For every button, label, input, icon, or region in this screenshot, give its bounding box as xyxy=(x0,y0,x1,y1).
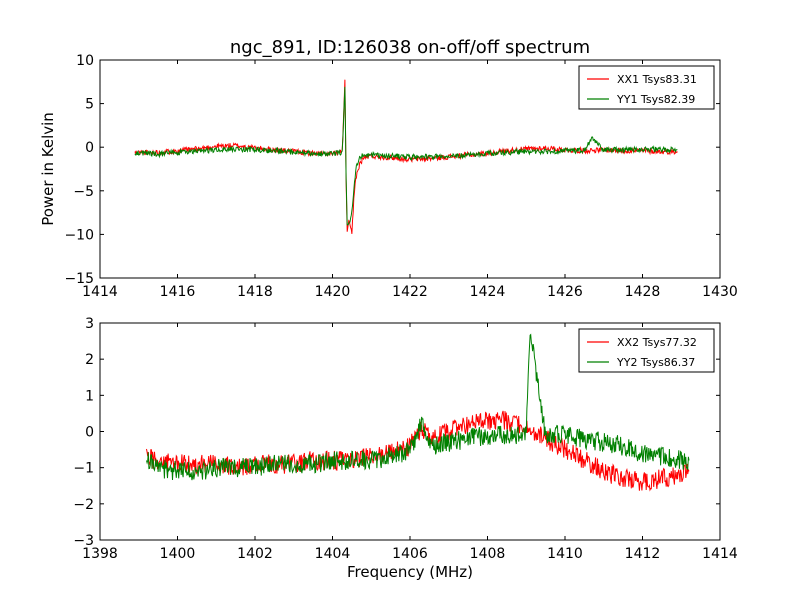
y-tick-label: −3 xyxy=(73,533,94,549)
series-line-1-1 xyxy=(134,79,678,234)
legend-label: YY2 Tsys86.37 xyxy=(616,356,695,369)
legend-box xyxy=(578,328,715,373)
x-tick-label: 1414 xyxy=(702,546,738,562)
x-tick-label: 1430 xyxy=(702,284,738,300)
legend-box xyxy=(578,65,715,110)
x-tick-label: 1416 xyxy=(160,284,196,300)
series-line-2-1 xyxy=(146,410,690,492)
series-line-2-2 xyxy=(146,333,690,481)
x-tick-label: 1398 xyxy=(82,546,118,562)
y-tick-label: 5 xyxy=(85,97,94,113)
x-tick-label: 1402 xyxy=(237,546,273,562)
x-tick-label: 1412 xyxy=(625,546,661,562)
x-tick-label: 1408 xyxy=(470,546,506,562)
x-tick-label: 1428 xyxy=(625,284,661,300)
x-tick-label: 1406 xyxy=(392,546,428,562)
x-tick-label: 1426 xyxy=(547,284,583,300)
legend-label: XX2 Tsys77.32 xyxy=(617,336,697,349)
y-tick-label: 0 xyxy=(85,140,94,156)
x-tick-label: 1424 xyxy=(470,284,506,300)
legend-label: YY1 Tsys82.39 xyxy=(616,93,695,106)
x-axis-label: Frequency (MHz) xyxy=(347,563,473,581)
x-tick-label: 1404 xyxy=(315,546,351,562)
y-tick-label: −2 xyxy=(73,497,94,513)
legend-1: XX1 Tsys83.31 YY1 Tsys82.39 xyxy=(578,65,715,110)
legend-2: XX2 Tsys77.32 YY2 Tsys86.37 xyxy=(578,328,715,373)
y-tick-label: −15 xyxy=(64,271,94,287)
x-tick-label: 1400 xyxy=(160,546,196,562)
y-tick-label: 3 xyxy=(85,316,94,332)
panel-1: 1414 1416 1418 1420 1422 1424 1426 1428 1430 −15 −… xyxy=(64,53,737,300)
y-tick-label: 1 xyxy=(85,388,94,404)
y-tick-label: 10 xyxy=(76,53,94,69)
y-tick-label: 2 xyxy=(85,352,94,368)
x-tick-label: 1410 xyxy=(547,546,583,562)
panel-2: 1398 1400 1402 1404 1406 1408 1410 1412 1414 −3 −2… xyxy=(73,316,738,562)
x-tick-label: 1420 xyxy=(315,284,351,300)
x-tick-label: 1418 xyxy=(237,284,273,300)
x-tick-label: 1422 xyxy=(392,284,428,300)
legend-label: XX1 Tsys83.31 xyxy=(617,73,697,86)
y-tick-label: −1 xyxy=(73,461,94,477)
series-line-1-2 xyxy=(134,86,678,226)
y-axis-label: Power in Kelvin xyxy=(39,112,57,226)
x-tick-label: 1414 xyxy=(82,284,118,300)
y-tick-label: −5 xyxy=(73,184,94,200)
y-tick-label: 0 xyxy=(85,425,94,441)
y-tick-label: −10 xyxy=(64,227,94,243)
figure-title: ngc_891, ID:126038 on-off/off spectrum xyxy=(230,37,590,58)
